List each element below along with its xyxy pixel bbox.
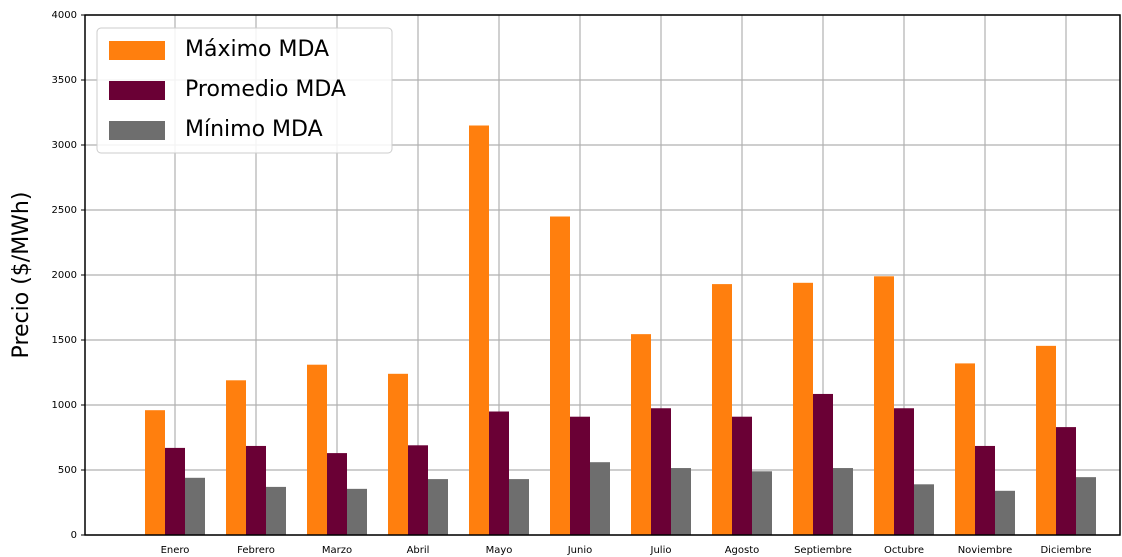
x-tick-label: Marzo [322,545,352,556]
x-tick-label: Octubre [884,545,924,556]
bar [185,477,205,535]
bar [894,408,914,535]
bar [550,216,570,535]
bar [651,408,671,535]
bar [975,445,995,535]
y-tick-label: 2000 [52,270,77,281]
bar [307,364,327,535]
y-tick-label: 4000 [52,10,77,21]
x-tick-label: Diciembre [1040,545,1091,556]
y-axis-label: Precio ($/MWh) [9,192,34,359]
bar [408,445,428,535]
bar [226,380,246,535]
bar [570,416,590,535]
bar [955,363,975,535]
legend-swatch [109,41,165,60]
bar [347,488,367,535]
y-tick-label: 500 [58,465,77,476]
bar [914,484,934,535]
legend-swatch [109,121,165,140]
bar [732,416,752,535]
y-tick-label: 0 [71,530,77,541]
bar [590,462,610,535]
x-tick-label: Mayo [486,545,513,556]
legend-swatch [109,81,165,100]
bar [428,479,448,535]
y-tick-label: 2500 [52,205,77,216]
x-tick-label: Septiembre [794,545,852,556]
legend-label: Máximo MDA [185,37,329,62]
y-tick-label: 3000 [52,140,77,151]
bar [509,479,529,535]
bar [833,468,853,535]
y-tick-label: 1500 [52,335,77,346]
x-tick-label: Noviembre [958,545,1013,556]
legend-label: Promedio MDA [185,77,346,102]
bar [995,490,1015,535]
x-tick-label: Febrero [237,545,275,556]
bar [793,282,813,535]
x-tick-label: Abril [407,545,430,556]
bar [1076,477,1096,535]
bar [671,468,691,535]
bar [489,411,509,535]
bar [246,445,266,535]
bar [712,284,732,535]
bar [165,447,185,535]
bar [388,373,408,535]
bar [145,410,165,535]
x-tick-label: Enero [161,545,190,556]
bar [1036,345,1056,535]
bar [469,125,489,535]
bar [813,393,833,535]
bar [266,486,286,535]
x-tick-label: Junio [567,545,593,556]
x-tick-label: Julio [650,545,672,556]
x-tick-label: Agosto [725,545,760,556]
bar [327,453,347,535]
bar [752,471,772,535]
plot-frame [84,14,1121,536]
y-tick-label: 1000 [52,400,77,411]
bar [1056,427,1076,535]
bar [874,276,894,535]
y-tick-label: 3500 [52,75,77,86]
legend-box [96,27,393,154]
bar [631,334,651,535]
legend-label: Mínimo MDA [185,117,323,142]
